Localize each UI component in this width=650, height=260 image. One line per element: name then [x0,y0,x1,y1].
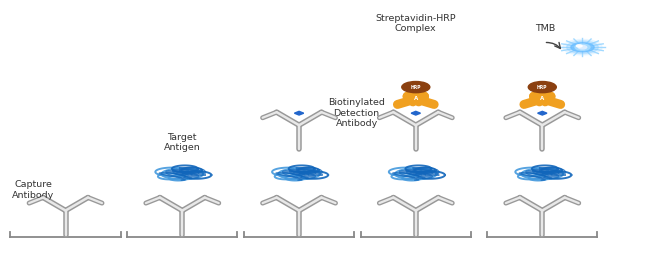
Circle shape [528,82,556,93]
Circle shape [567,41,599,54]
Circle shape [578,46,587,49]
Circle shape [571,43,594,52]
Circle shape [402,82,430,93]
Text: TMB: TMB [536,24,556,33]
Text: Target
Antigen: Target Antigen [164,133,201,152]
Polygon shape [411,111,421,115]
Text: A: A [540,96,545,101]
Polygon shape [410,96,422,101]
Circle shape [577,45,582,47]
Text: Biotinylated
Detection
Antibody: Biotinylated Detection Antibody [328,98,385,128]
Circle shape [563,40,602,55]
Text: HRP: HRP [537,84,547,90]
Polygon shape [536,96,549,101]
Text: Capture
Antibody: Capture Antibody [12,180,54,200]
Text: HRP: HRP [411,84,421,90]
Text: A: A [413,96,418,101]
Polygon shape [294,111,304,115]
Text: Streptavidin-HRP
Complex: Streptavidin-HRP Complex [376,14,456,33]
Polygon shape [538,111,547,115]
Circle shape [575,44,590,50]
